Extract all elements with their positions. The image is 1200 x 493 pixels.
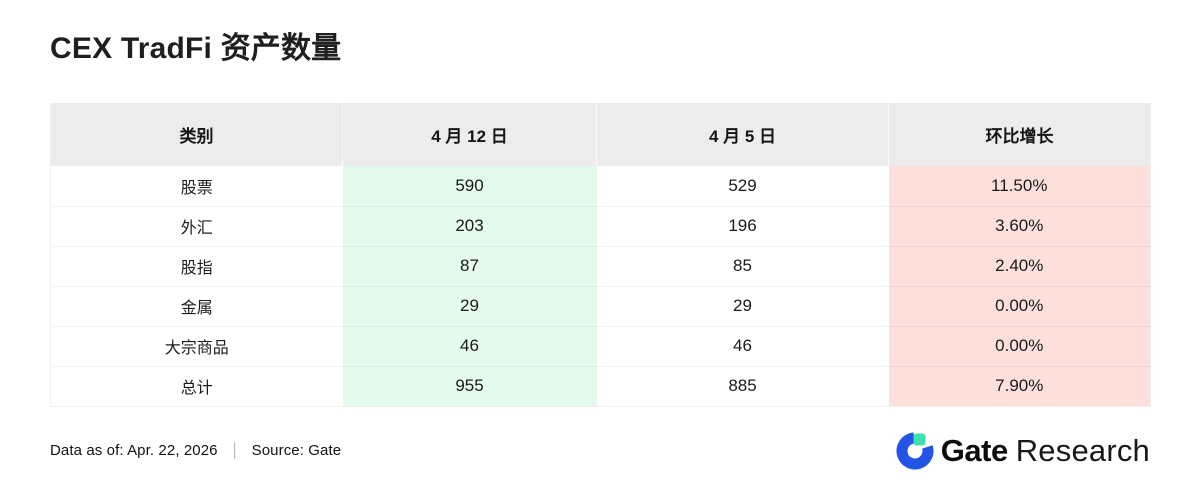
logo-brand-text: Gate (940, 432, 1008, 468)
cell-growth: 11.50% (888, 166, 1151, 207)
cell-growth: 2.40% (888, 246, 1151, 287)
table-row: 股指 87 85 2.40% (50, 246, 1151, 287)
page-title: CEX TradFi 资产数量 (50, 32, 342, 65)
table-header-row: 类别 4 月 12 日 4 月 5 日 环比增长 (50, 103, 1151, 166)
footer-separator: | (232, 440, 237, 461)
data-as-of-text: Data as of: Apr. 22, 2026 (50, 442, 218, 459)
cell-growth: 3.60% (888, 206, 1151, 247)
table-row: 外汇 203 196 3.60% (50, 206, 1151, 247)
cell-category: 金属 (50, 286, 343, 327)
cell-apr5: 529 (596, 166, 889, 207)
table-body: 股票 590 529 11.50% 外汇 203 196 3.60% 股指 87… (50, 166, 1151, 406)
logo-suffix-text: Research (1015, 432, 1150, 468)
cell-apr5: 46 (596, 326, 889, 367)
table-row: 股票 590 529 11.50% (50, 166, 1151, 207)
cell-apr12: 87 (342, 246, 597, 287)
cell-apr5: 85 (596, 246, 889, 287)
cell-apr5: 196 (596, 206, 889, 247)
cell-apr12: 29 (342, 286, 597, 327)
page: CEX TradFi 资产数量 类别 4 月 12 日 4 月 5 日 环比增长… (50, 32, 1151, 470)
cell-category: 大宗商品 (50, 326, 343, 367)
column-header-growth: 环比增长 (888, 103, 1151, 166)
column-header-apr5: 4 月 5 日 (596, 103, 889, 166)
cell-category: 总计 (50, 366, 343, 406)
cell-category: 外汇 (50, 206, 343, 247)
table-row: 大宗商品 46 46 0.00% (50, 326, 1151, 367)
footer-meta: Data as of: Apr. 22, 2026 | Source: Gate (50, 440, 342, 461)
cell-growth: 0.00% (888, 326, 1151, 367)
cell-apr12: 955 (342, 366, 597, 406)
gate-research-logo: Gate Research (896, 432, 1150, 470)
cell-apr12: 203 (342, 206, 597, 247)
column-header-category: 类别 (50, 103, 343, 166)
cell-growth: 7.90% (888, 366, 1151, 406)
cell-category: 股指 (50, 246, 343, 287)
footer: Data as of: Apr. 22, 2026 | Source: Gate… (50, 432, 1150, 470)
cell-apr12: 46 (342, 326, 597, 367)
cell-apr12: 590 (342, 166, 597, 207)
table-row: 金属 29 29 0.00% (50, 286, 1151, 327)
source-text: Source: Gate (251, 442, 342, 459)
cell-growth: 0.00% (888, 286, 1151, 327)
cell-apr5: 885 (596, 366, 889, 406)
gate-logo-icon (896, 432, 934, 469)
cell-apr5: 29 (596, 286, 889, 327)
cell-category: 股票 (50, 166, 343, 207)
asset-table: 类别 4 月 12 日 4 月 5 日 环比增长 股票 590 529 11.5… (50, 103, 1151, 407)
column-header-apr12: 4 月 12 日 (342, 103, 597, 166)
table-row-total: 总计 955 885 7.90% (50, 366, 1151, 406)
